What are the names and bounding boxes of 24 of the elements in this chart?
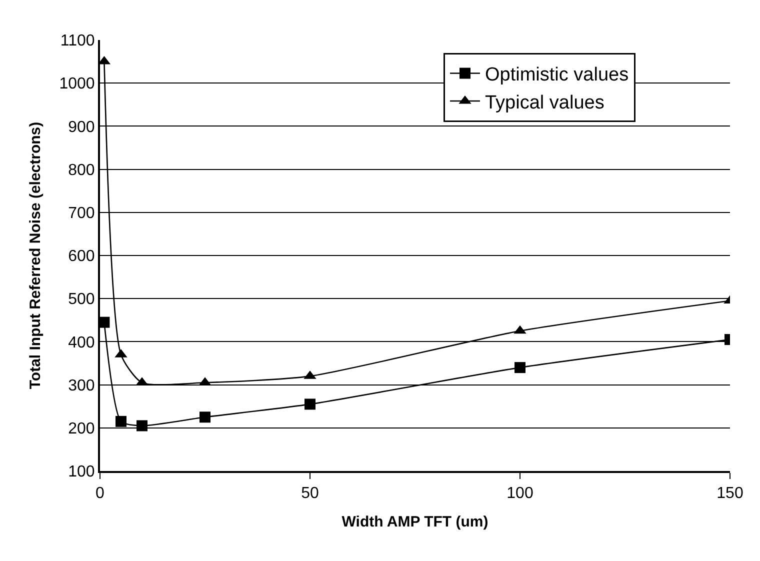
y-tick-label: 200 [68,420,95,438]
point [116,416,126,427]
y-tick-label: 100 [68,464,95,481]
point [136,420,148,432]
x-tick-label: 150 [716,485,744,502]
y-tick-label: 600 [68,248,95,266]
y-tick-label: 1000 [59,76,95,93]
legend-label: Optimistic values [485,64,629,86]
y-tick-label: 800 [68,162,95,179]
x-tick-label: 50 [301,485,319,502]
y-tick-label: 500 [68,291,95,308]
point [200,412,210,423]
y-tick-label: 700 [68,205,95,222]
point [100,316,110,328]
x-axis-title: Width AMP TFT (um) [342,514,488,531]
legend-label: Typical values [485,92,604,114]
y-tick-label: 900 [68,118,95,136]
point [304,398,316,410]
x-tick-label: 100 [506,485,534,502]
x-tick-label: 0 [96,485,105,502]
y-tick-label: 400 [68,334,95,352]
y-tick-label: 300 [68,377,95,394]
y-axis-title: Total Input Referred Noise (electrons) [26,122,44,390]
y-tick-label: 1100 [60,32,95,50]
